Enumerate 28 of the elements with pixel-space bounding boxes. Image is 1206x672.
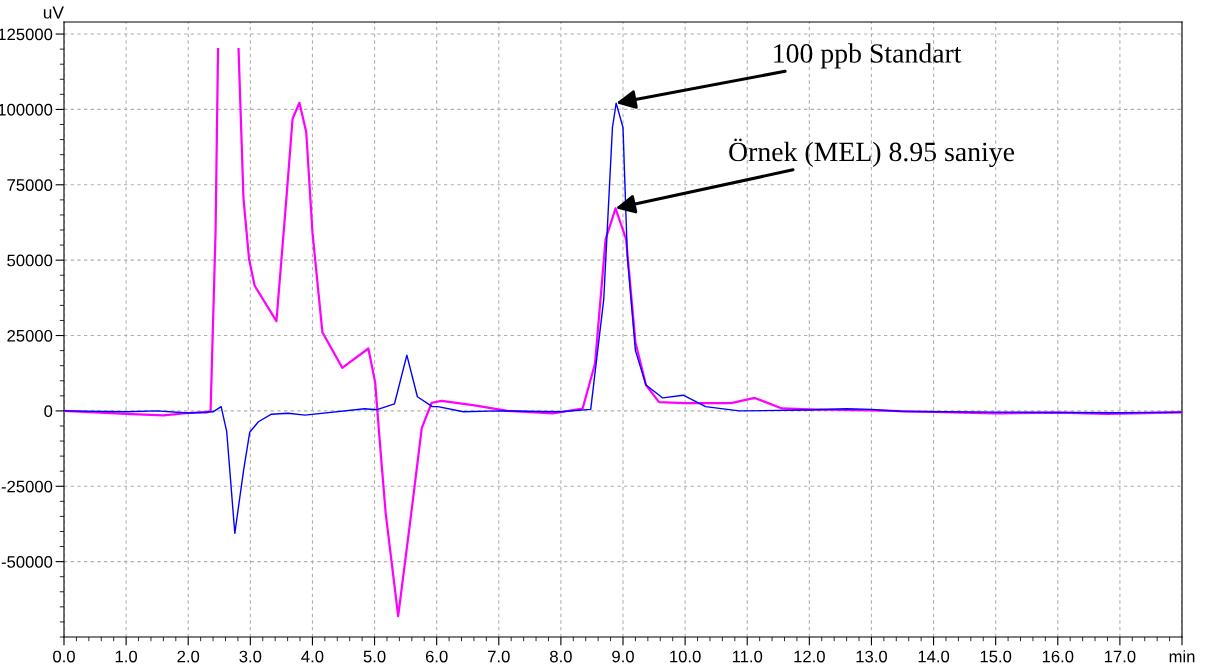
annotation: 100 ppb Standart [774,43,962,69]
x-tick-label: 2.0 [177,650,200,663]
y-tick-label: 50000 [7,254,53,267]
y-tick-label: -50000 [1,556,53,568]
y-tick-label: 75000 [7,179,53,191]
x-tick-label: 7.0 [488,650,510,663]
x-tick-label: 11.0 [732,650,763,663]
x-tick-label: 0.0 [53,650,75,663]
x-tick-label: 13.0 [856,650,888,663]
y-tick-label: -25000 [1,480,53,493]
x-tick-label: 15.0 [980,650,1012,663]
x-tick-label: 6.0 [425,650,448,663]
x-tick-label: 17.0 [1104,650,1136,663]
annotation: Örnek (MEL) 8.95 saniye [729,138,1015,168]
x-tick-label: 10.0 [670,650,701,663]
x-tick-label: 16.0 [1042,650,1074,663]
x-tick-label: 5.0 [363,650,386,663]
y-tick-label: 25000 [7,329,53,342]
x-tick-label: 4.0 [301,650,324,663]
x-tick-label: 14.0 [918,650,950,663]
x-tick-label: 3.0 [239,650,262,663]
x-tick-label: 1.0 [115,650,138,663]
x-tick-label: 12.0 [794,650,825,663]
y-tick-label: 0 [44,405,53,418]
x-tick-label: 8.0 [550,650,572,663]
x-tick-label: 9.0 [612,650,634,663]
x-tick-label: min [1169,650,1195,663]
y-axis-title: uV [43,6,64,19]
